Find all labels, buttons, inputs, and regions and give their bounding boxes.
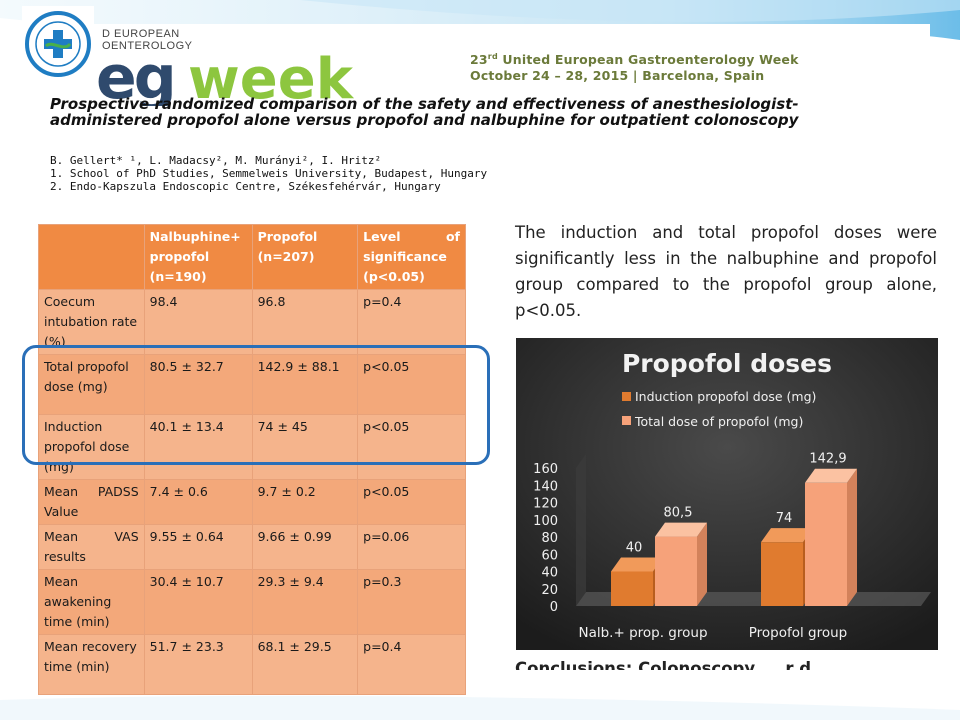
data-label: 80,5 bbox=[664, 506, 693, 521]
bar-front bbox=[805, 482, 847, 606]
bar-side bbox=[847, 468, 857, 606]
table-cell: 51.7 ± 23.3 bbox=[143, 634, 253, 695]
table-header-cell bbox=[38, 224, 145, 290]
conclusion-partial: Conclusions: Colonoscopy ... r d bbox=[515, 660, 937, 670]
table-cell: Mean VAS results bbox=[38, 524, 145, 570]
y-tick-label: 80 bbox=[541, 531, 558, 546]
bar-side bbox=[697, 522, 707, 606]
table-header-row: Nalbuphine+ propofol (n=190) Propofol (n… bbox=[38, 224, 466, 290]
header-banner: D EUROPEAN OENTEROLOGY eg week 23rd Unit… bbox=[22, 24, 930, 200]
table-cell: p=0.3 bbox=[357, 569, 466, 635]
table-cell: Mean PADSS Value bbox=[38, 479, 145, 525]
table-cell: 68.1 ± 29.5 bbox=[251, 634, 359, 695]
legend-swatch-total bbox=[622, 416, 631, 425]
affiliation-1: 1. School of PhD Studies, Semmelweis Uni… bbox=[50, 167, 488, 180]
y-tick-label: 40 bbox=[541, 566, 558, 581]
bar-top bbox=[805, 468, 857, 483]
bar-front bbox=[761, 542, 803, 606]
bar-front bbox=[655, 536, 697, 606]
chart-y-axis: 0 20 40 60 80 100 120 140 160 bbox=[533, 462, 558, 615]
table-cell: Mean recovery time (min) bbox=[38, 634, 145, 695]
table-row: Coecum intubation rate (%) 98.4 96.8 p=0… bbox=[38, 289, 466, 355]
y-tick-label: 100 bbox=[533, 514, 558, 529]
data-label: 142,9 bbox=[809, 452, 846, 467]
y-tick-label: 140 bbox=[533, 479, 558, 494]
chart-legend: Induction propofol dose (mg) Total dose … bbox=[622, 389, 816, 429]
table-cell: Mean awakening time (min) bbox=[38, 569, 145, 635]
ueg-logo-line1: D EUROPEAN bbox=[102, 28, 180, 40]
ueg-week-logo: eg week bbox=[96, 43, 355, 106]
table-cell: 142.9 ± 88.1 bbox=[251, 354, 359, 415]
conference-ordinal-suffix: rd bbox=[487, 52, 498, 61]
table-cell: Induction propofol dose (mg) bbox=[38, 414, 145, 480]
authors-block: B. Gellert* ¹, L. Madacsy², M. Murányi²,… bbox=[50, 154, 487, 193]
table-header-cell: Propofol (n=207) bbox=[251, 224, 359, 290]
table-header-cell: Level of significance (p<0.05) bbox=[357, 224, 466, 290]
table-cell: 98.4 bbox=[143, 289, 253, 355]
y-tick-label: 0 bbox=[550, 600, 558, 615]
chart-side-wall bbox=[576, 454, 586, 606]
y-tick-label: 160 bbox=[533, 462, 558, 477]
table-header-cell: Nalbuphine+ propofol (n=190) bbox=[143, 224, 253, 290]
table-cell: 7.4 ± 0.6 bbox=[143, 479, 253, 525]
conference-ordinal: 23 bbox=[470, 52, 488, 68]
table-cell: Coecum intubation rate (%) bbox=[38, 289, 145, 355]
author-list: B. Gellert* ¹, L. Madacsy², M. Murányi²,… bbox=[50, 154, 382, 167]
legend-label-total: Total dose of propofol (mg) bbox=[634, 414, 803, 429]
bar-top bbox=[611, 557, 663, 572]
table-cell: 80.5 ± 32.7 bbox=[143, 354, 253, 415]
table-cell: p=0.06 bbox=[357, 524, 466, 570]
y-tick-label: 60 bbox=[541, 548, 558, 563]
x-category-label: Propofol group bbox=[749, 625, 848, 641]
table-row: Mean recovery time (min) 51.7 ± 23.3 68.… bbox=[38, 634, 466, 695]
table-cell: 9.55 ± 0.64 bbox=[143, 524, 253, 570]
table-cell: p<0.05 bbox=[357, 479, 466, 525]
data-label: 74 bbox=[776, 511, 793, 526]
y-tick-label: 20 bbox=[541, 583, 558, 598]
conference-title: 23rd United European Gastroenterology We… bbox=[470, 52, 799, 67]
data-label: 40 bbox=[626, 541, 643, 556]
x-category-label: Nalb.+ prop. group bbox=[578, 625, 707, 641]
conclusion-text: Conclusions: Colonoscopy ... r d bbox=[515, 660, 812, 670]
table-cell: 30.4 ± 10.7 bbox=[143, 569, 253, 635]
paper-title: Prospective randomized comparison of the… bbox=[50, 95, 799, 129]
results-table: Nalbuphine+ propofol (n=190) Propofol (n… bbox=[38, 224, 466, 695]
bar-top bbox=[761, 528, 813, 543]
bar-front bbox=[611, 571, 653, 606]
table-cell: 40.1 ± 13.4 bbox=[143, 414, 253, 480]
chart-x-axis: Nalb.+ prop. group Propofol group bbox=[578, 625, 847, 641]
finding-text: The induction and total propofol doses w… bbox=[515, 223, 937, 320]
table-cell: 9.66 ± 0.99 bbox=[251, 524, 359, 570]
chart-bars: 40 80,5 74 142,9 bbox=[611, 452, 857, 606]
legend-swatch-induction bbox=[622, 392, 631, 401]
eg-logo-text: eg bbox=[96, 43, 174, 106]
table-row: Mean awakening time (min) 30.4 ± 10.7 29… bbox=[38, 569, 466, 635]
bar-top bbox=[655, 522, 707, 537]
table-cell: 29.3 ± 9.4 bbox=[251, 569, 359, 635]
table-cell: p<0.05 bbox=[357, 354, 466, 415]
table-cell: p=0.4 bbox=[357, 634, 466, 695]
table-cell: 96.8 bbox=[251, 289, 359, 355]
table-cell: Total propofol dose (mg) bbox=[38, 354, 145, 415]
legend-label-induction: Induction propofol dose (mg) bbox=[635, 389, 816, 404]
chart-title: Propofol doses bbox=[622, 349, 832, 378]
table-cell: 9.7 ± 0.2 bbox=[251, 479, 359, 525]
table-row: Total propofol dose (mg) 80.5 ± 32.7 142… bbox=[38, 354, 466, 415]
table-cell: p=0.4 bbox=[357, 289, 466, 355]
table-row: Mean PADSS Value 7.4 ± 0.6 9.7 ± 0.2 p<0… bbox=[38, 479, 466, 525]
table-cell: p<0.05 bbox=[357, 414, 466, 480]
affiliation-2: 2. Endo-Kapszula Endoscopic Centre, Szék… bbox=[50, 180, 441, 193]
conference-name: United European Gastroenterology Week bbox=[497, 52, 799, 68]
table-cell: 74 ± 45 bbox=[251, 414, 359, 480]
hospital-seal-icon bbox=[22, 6, 94, 78]
week-logo-text: week bbox=[188, 47, 355, 106]
conference-date: October 24 – 28, 2015 | Barcelona, Spain bbox=[470, 68, 765, 83]
ueg-logo-line2: OENTEROLOGY bbox=[102, 40, 193, 52]
table-row: Induction propofol dose (mg) 40.1 ± 13.4… bbox=[38, 414, 466, 480]
propofol-doses-chart: Propofol doses Induction propofol dose (… bbox=[516, 338, 938, 650]
y-tick-label: 120 bbox=[533, 497, 558, 512]
table-row: Mean VAS results 9.55 ± 0.64 9.66 ± 0.99… bbox=[38, 524, 466, 570]
